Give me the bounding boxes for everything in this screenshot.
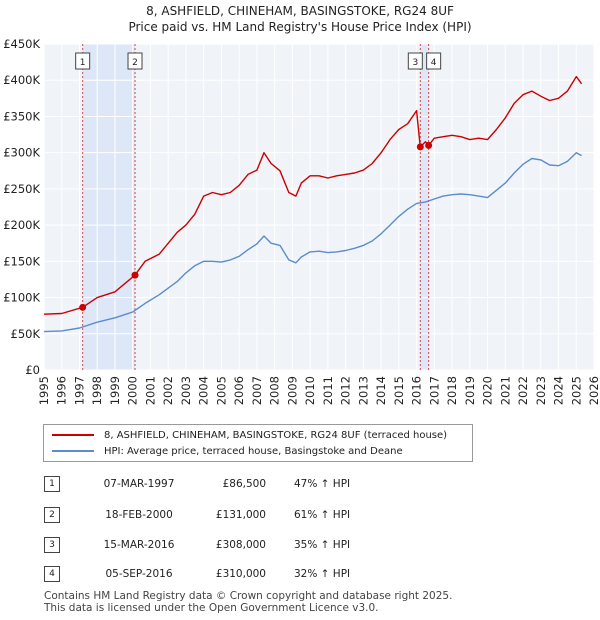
marker-label: 3 xyxy=(412,58,418,68)
legend-label-hpi: HPI: Average price, terraced house, Basi… xyxy=(104,445,403,457)
transaction-hpi: 61% ↑ HPI xyxy=(294,509,351,521)
marker-label: 4 xyxy=(431,58,437,68)
x-tick-label: 1997 xyxy=(72,376,86,405)
x-tick-label: 2010 xyxy=(303,376,317,405)
y-tick-label: £450K xyxy=(3,37,40,51)
chart-subtitle: Price paid vs. HM Land Registry's House … xyxy=(128,20,472,34)
transaction-badge: 2 xyxy=(44,507,60,523)
transaction-hpi: 35% ↑ HPI xyxy=(294,539,351,551)
x-tick-label: 2012 xyxy=(339,376,353,405)
transaction-badge: 3 xyxy=(44,537,60,553)
y-tick-label: £200K xyxy=(3,218,40,232)
marker-label-box xyxy=(75,52,91,70)
sale-point xyxy=(131,271,139,279)
transaction-price: £131,000 xyxy=(215,509,266,521)
x-tick-label: 2005 xyxy=(214,376,228,405)
legend-swatch-property xyxy=(52,434,94,436)
x-tick-label: 2016 xyxy=(410,376,424,405)
marker-label-box xyxy=(127,52,143,70)
y-tick-label: £250K xyxy=(3,182,40,196)
y-tick-label: £0 xyxy=(25,363,40,377)
x-tick-label: 1999 xyxy=(108,376,122,405)
transaction-hpi: 32% ↑ HPI xyxy=(294,568,351,580)
marker-label: 2 xyxy=(132,58,138,68)
y-tick-label: £350K xyxy=(3,109,40,123)
sale-period-band xyxy=(82,44,136,370)
x-tick-label: 2025 xyxy=(569,376,583,405)
marker-label: 1 xyxy=(80,58,86,68)
footer-license: This data is licensed under the Open Gov… xyxy=(44,602,379,614)
x-tick-label: 2008 xyxy=(268,376,282,405)
transaction-badge: 1 xyxy=(44,476,60,492)
transaction-date: 07-MAR-1997 xyxy=(103,478,175,490)
legend-item-hpi: HPI: Average price, terraced house, Basi… xyxy=(52,443,403,459)
x-tick-label: 2004 xyxy=(197,376,211,405)
x-tick-label: 2013 xyxy=(356,376,370,405)
transaction-date: 18-FEB-2000 xyxy=(105,509,173,521)
hpi-line xyxy=(43,151,582,333)
x-tick-label: 2026 xyxy=(587,376,600,405)
transaction-price: £308,000 xyxy=(215,539,266,551)
plot-area xyxy=(44,44,594,370)
x-tick-label: 2002 xyxy=(161,376,175,405)
y-tick-label: £300K xyxy=(3,146,40,160)
legend-label-property: 8, ASHFIELD, CHINEHAM, BASINGSTOKE, RG24… xyxy=(104,429,448,441)
x-tick-label: 2001 xyxy=(143,376,157,405)
x-tick-label: 2011 xyxy=(321,376,335,405)
chart-legend: 8, ASHFIELD, CHINEHAM, BASINGSTOKE, RG24… xyxy=(43,424,473,462)
x-tick-label: 2023 xyxy=(534,376,548,405)
x-tick-label: 2017 xyxy=(427,376,441,405)
x-tick-label: 2000 xyxy=(126,376,140,405)
x-tick-label: 1998 xyxy=(90,376,104,405)
x-tick-label: 2014 xyxy=(374,376,388,405)
property-price-line xyxy=(43,75,583,315)
x-tick-label: 2021 xyxy=(498,376,512,405)
x-tick-label: 2022 xyxy=(516,376,530,405)
price-chart: 1 2 3 4 £0 £50K £100K £150K £200K £250K £300K £350K… xyxy=(3,37,600,405)
y-tick-label: £100K xyxy=(3,291,40,305)
x-tick-label: 2020 xyxy=(481,376,495,405)
sale-point xyxy=(425,141,433,149)
sale-period-band xyxy=(420,44,429,370)
x-tick-label: 2006 xyxy=(232,376,246,405)
legend-swatch-hpi xyxy=(52,450,94,452)
transaction-date: 05-SEP-2016 xyxy=(105,568,173,580)
legend-item-property: 8, ASHFIELD, CHINEHAM, BASINGSTOKE, RG24… xyxy=(52,427,447,443)
x-tick-label: 1996 xyxy=(55,376,69,405)
x-tick-label: 2019 xyxy=(463,376,477,405)
transaction-price: £310,000 xyxy=(215,568,266,580)
y-tick-label: £50K xyxy=(11,327,41,341)
x-tick-label: 2024 xyxy=(552,376,566,405)
x-tick-label: 2003 xyxy=(179,376,193,405)
x-tick-label: 1995 xyxy=(37,376,51,405)
marker-label-box xyxy=(407,52,423,70)
y-tick-label: £150K xyxy=(3,254,40,268)
y-tick-label: £400K xyxy=(3,73,40,87)
transaction-hpi: 47% ↑ HPI xyxy=(294,478,351,490)
x-tick-label: 2018 xyxy=(445,376,459,405)
transaction-badge: 4 xyxy=(44,566,60,582)
x-tick-label: 2007 xyxy=(250,376,264,405)
sale-point xyxy=(79,303,87,311)
transaction-price: £86,500 xyxy=(222,478,266,490)
footer-copyright: Contains HM Land Registry data © Crown c… xyxy=(44,590,453,602)
marker-label-box xyxy=(426,52,442,70)
sale-point xyxy=(416,143,424,151)
x-tick-label: 2009 xyxy=(285,376,299,405)
transaction-date: 15-MAR-2016 xyxy=(103,539,175,551)
x-tick-label: 2015 xyxy=(392,376,406,405)
chart-title: 8, ASHFIELD, CHINEHAM, BASINGSTOKE, RG24… xyxy=(146,4,454,18)
